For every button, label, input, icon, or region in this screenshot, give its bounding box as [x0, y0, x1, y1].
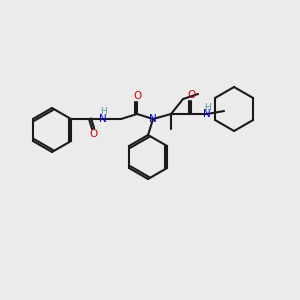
Text: N: N	[149, 114, 157, 124]
Text: O: O	[89, 129, 97, 139]
Text: H: H	[204, 103, 210, 112]
Text: N: N	[203, 109, 211, 119]
Text: N: N	[99, 114, 107, 124]
Text: O: O	[133, 91, 141, 101]
Text: H: H	[100, 107, 106, 116]
Text: O: O	[187, 90, 195, 100]
